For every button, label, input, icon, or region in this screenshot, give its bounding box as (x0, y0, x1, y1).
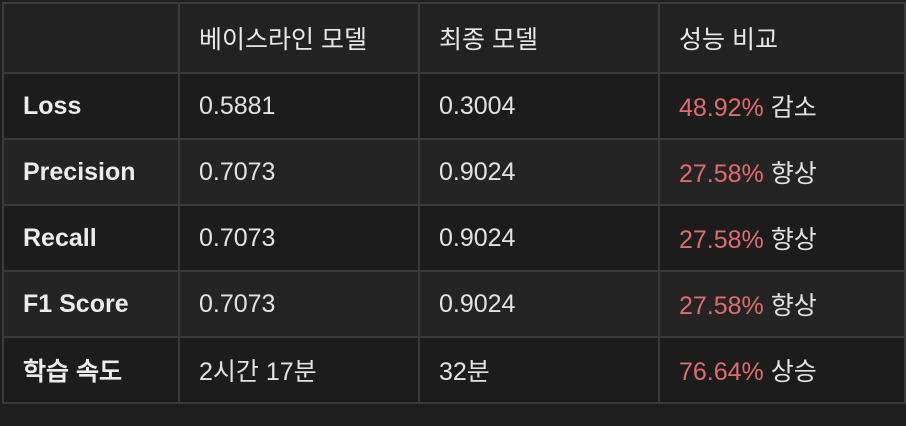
comparison-change: 향상 (770, 292, 817, 320)
comparison-change: 감소 (770, 94, 817, 122)
metric-label: F1 Score (2, 270, 180, 338)
model-comparison-table: 베이스라인 모델 최종 모델 성능 비교 Loss 0.5881 0.3004 … (2, 2, 906, 404)
metric-label: Loss (2, 72, 180, 140)
final-value: 0.9024 (418, 138, 660, 206)
comparison-cell: 48.92% 감소 (658, 72, 906, 140)
baseline-value: 0.7073 (178, 204, 420, 272)
comparison-percent: 27.58% (679, 226, 764, 254)
header-row: 베이스라인 모델 최종 모델 성능 비교 (2, 2, 906, 74)
comparison-change: 향상 (770, 226, 817, 254)
header-baseline-model: 베이스라인 모델 (178, 2, 420, 74)
baseline-value: 2시간 17분 (178, 336, 420, 404)
baseline-value: 0.5881 (178, 72, 420, 140)
table-row: 학습 속도 2시간 17분 32분 76.64% 상승 (2, 336, 906, 404)
final-value: 0.9024 (418, 270, 660, 338)
comparison-change: 상승 (770, 358, 817, 386)
metric-label: Recall (2, 204, 180, 272)
comparison-cell: 27.58% 향상 (658, 270, 906, 338)
comparison-percent: 27.58% (679, 292, 764, 320)
table-row: Precision 0.7073 0.9024 27.58% 향상 (2, 138, 906, 206)
final-value: 32분 (418, 336, 660, 404)
comparison-percent: 27.58% (679, 160, 764, 188)
comparison-change: 향상 (770, 160, 817, 188)
final-value: 0.3004 (418, 72, 660, 140)
header-final-model: 최종 모델 (418, 2, 660, 74)
table-body: Loss 0.5881 0.3004 48.92% 감소 Precision 0… (2, 72, 906, 404)
final-value: 0.9024 (418, 204, 660, 272)
table-row: F1 Score 0.7073 0.9024 27.58% 향상 (2, 270, 906, 338)
comparison-cell: 27.58% 향상 (658, 138, 906, 206)
comparison-percent: 76.64% (679, 358, 764, 386)
comparison-cell: 76.64% 상승 (658, 336, 906, 404)
header-performance-comparison: 성능 비교 (658, 2, 906, 74)
baseline-value: 0.7073 (178, 270, 420, 338)
comparison-percent: 48.92% (679, 94, 764, 122)
table-row: Loss 0.5881 0.3004 48.92% 감소 (2, 72, 906, 140)
metric-label: Precision (2, 138, 180, 206)
comparison-cell: 27.58% 향상 (658, 204, 906, 272)
metric-label: 학습 속도 (2, 336, 180, 404)
baseline-value: 0.7073 (178, 138, 420, 206)
table-header: 베이스라인 모델 최종 모델 성능 비교 (2, 2, 906, 74)
table-row: Recall 0.7073 0.9024 27.58% 향상 (2, 204, 906, 272)
header-empty (2, 2, 180, 74)
